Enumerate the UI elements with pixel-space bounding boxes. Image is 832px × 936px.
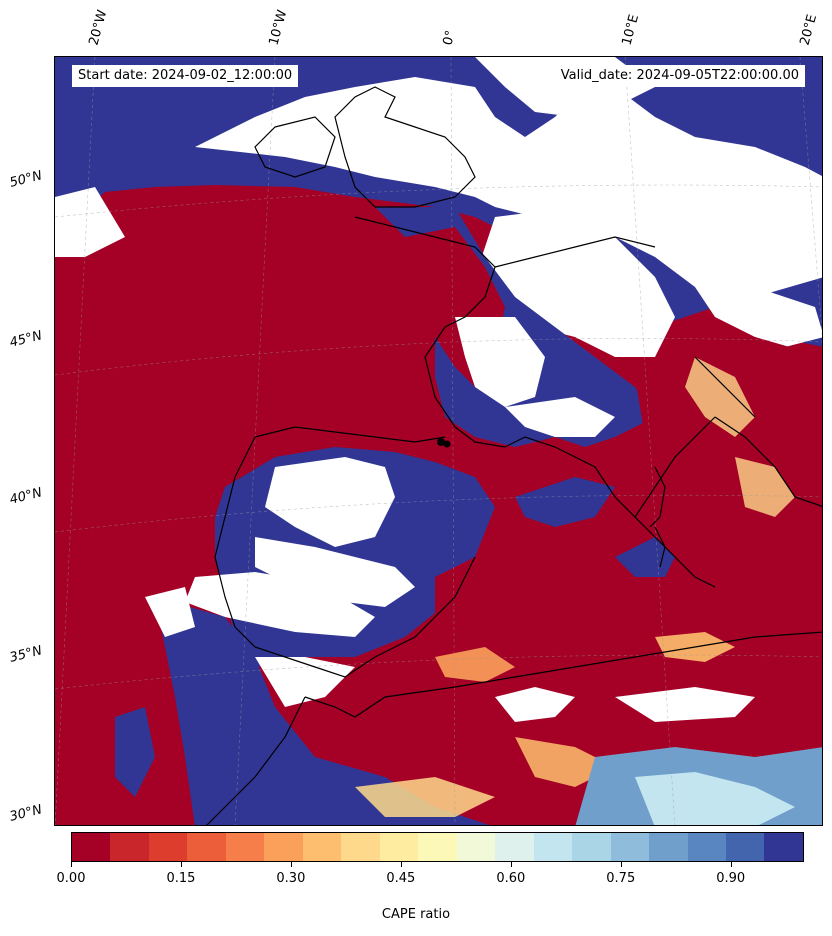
colorbar-segment — [533, 833, 573, 861]
colorbar-segment — [418, 833, 457, 861]
colorbar-tick — [620, 862, 622, 867]
colorbar-segment — [764, 833, 803, 861]
colorbar-tick-label: 0.30 — [276, 871, 306, 886]
lon-label-0: 0° — [440, 28, 459, 47]
lat-label-35n: 35°N — [8, 643, 44, 666]
lon-label-20w: 20°W — [86, 8, 111, 47]
colorbar-tick — [290, 862, 292, 867]
colorbar-tick-label: 0.45 — [386, 871, 416, 886]
map-panel[interactable]: Start date: 2024-09-02_12:00:00 Valid_da… — [54, 56, 823, 826]
lat-label-50n: 50°N — [8, 168, 44, 191]
colorbar-segment — [72, 833, 111, 861]
colorbar-segment — [302, 833, 342, 861]
colorbar-segment — [725, 833, 765, 861]
cape-ratio-field — [55, 57, 822, 825]
colorbar-segment — [610, 833, 650, 861]
colorbar-segment — [687, 833, 726, 861]
colorbar-tick-label: 0.15 — [166, 871, 196, 886]
lon-label-10e: 10°E — [619, 12, 643, 48]
colorbar-tick — [400, 862, 402, 867]
colorbar-title: CAPE ratio — [381, 907, 451, 922]
colorbar-tick — [71, 862, 72, 867]
colorbar-tick-label: 0.90 — [716, 871, 746, 886]
colorbar-segment — [456, 833, 496, 861]
colorbar-segment — [187, 833, 226, 861]
colorbar-tick-label: 0.75 — [606, 871, 636, 886]
colorbar-segment — [148, 833, 188, 861]
colorbar-segment — [379, 833, 419, 861]
colorbar-segment — [649, 833, 688, 861]
colorbar-segment — [495, 833, 534, 861]
lat-label-30n: 30°N — [8, 802, 44, 825]
colorbar-tick — [730, 862, 732, 867]
colorbar-segment — [225, 833, 265, 861]
lat-label-45n: 45°N — [8, 328, 44, 351]
colorbar-segment — [572, 833, 611, 861]
colorbar-segment — [110, 833, 149, 861]
colorbar-segment — [264, 833, 303, 861]
colorbar-segment — [341, 833, 380, 861]
start-date-label: Start date: 2024-09-02_12:00:00 — [72, 65, 299, 87]
colorbar-tick — [510, 862, 512, 867]
lon-label-10w: 10°W — [266, 8, 291, 47]
lon-label-20e: 20°E — [797, 12, 821, 48]
colorbar — [71, 832, 804, 862]
lat-label-40n: 40°N — [8, 485, 44, 508]
colorbar-tick-label: 0.00 — [56, 871, 86, 886]
valid-date-label: Valid_date: 2024-09-05T22:00:00.00 — [554, 65, 805, 87]
colorbar-tick-label: 0.60 — [496, 871, 526, 886]
colorbar-tick — [180, 862, 182, 867]
